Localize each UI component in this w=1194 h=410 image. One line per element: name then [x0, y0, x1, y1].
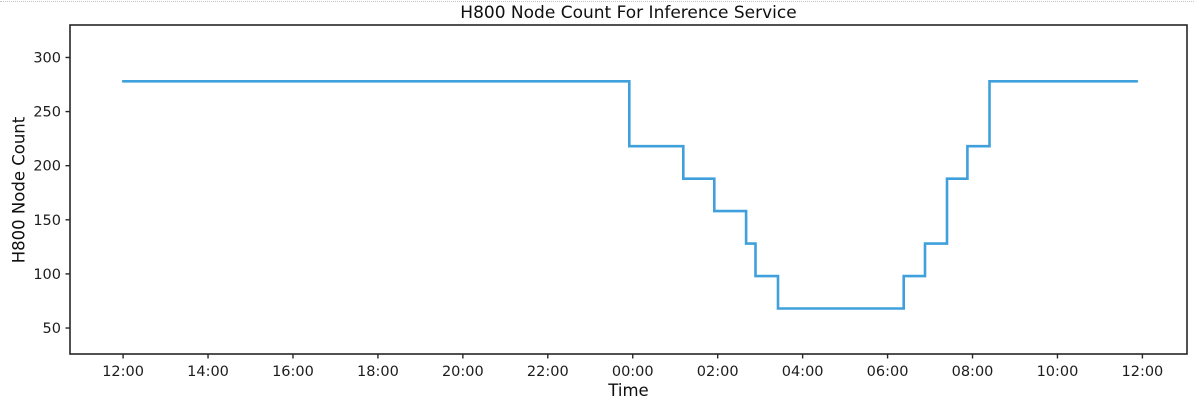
y-tick-label: 200: [33, 159, 61, 175]
x-axis-label: Time: [608, 381, 649, 400]
chart-title: H800 Node Count For Inference Service: [460, 3, 797, 23]
x-tick-label: 06:00: [867, 364, 909, 380]
x-tick-label: 04:00: [782, 364, 824, 380]
x-tick-label: 18:00: [357, 364, 399, 380]
x-tick-label: 08:00: [952, 364, 994, 380]
window-top-edge: [0, 1, 1194, 2]
x-tick-label: 02:00: [697, 364, 739, 380]
plot-border: [69, 24, 1188, 355]
x-tick-label: 00:00: [612, 364, 654, 380]
y-tick-label: 100: [33, 267, 61, 283]
y-tick-label: 50: [43, 321, 61, 337]
x-tick-label: 10:00: [1037, 364, 1079, 380]
node-count-step-line: [121, 80, 1139, 310]
x-tick-label: 16:00: [272, 364, 314, 380]
x-tick-label: 20:00: [442, 364, 484, 380]
x-tick-label: 14:00: [187, 364, 229, 380]
x-tick-label: 22:00: [527, 364, 569, 380]
y-tick-label: 300: [33, 50, 61, 66]
y-tick-label: 250: [33, 105, 61, 121]
y-tick-label: 150: [33, 213, 61, 229]
x-tick-label: 12:00: [102, 364, 144, 380]
x-tick-label: 12:00: [1122, 364, 1164, 380]
